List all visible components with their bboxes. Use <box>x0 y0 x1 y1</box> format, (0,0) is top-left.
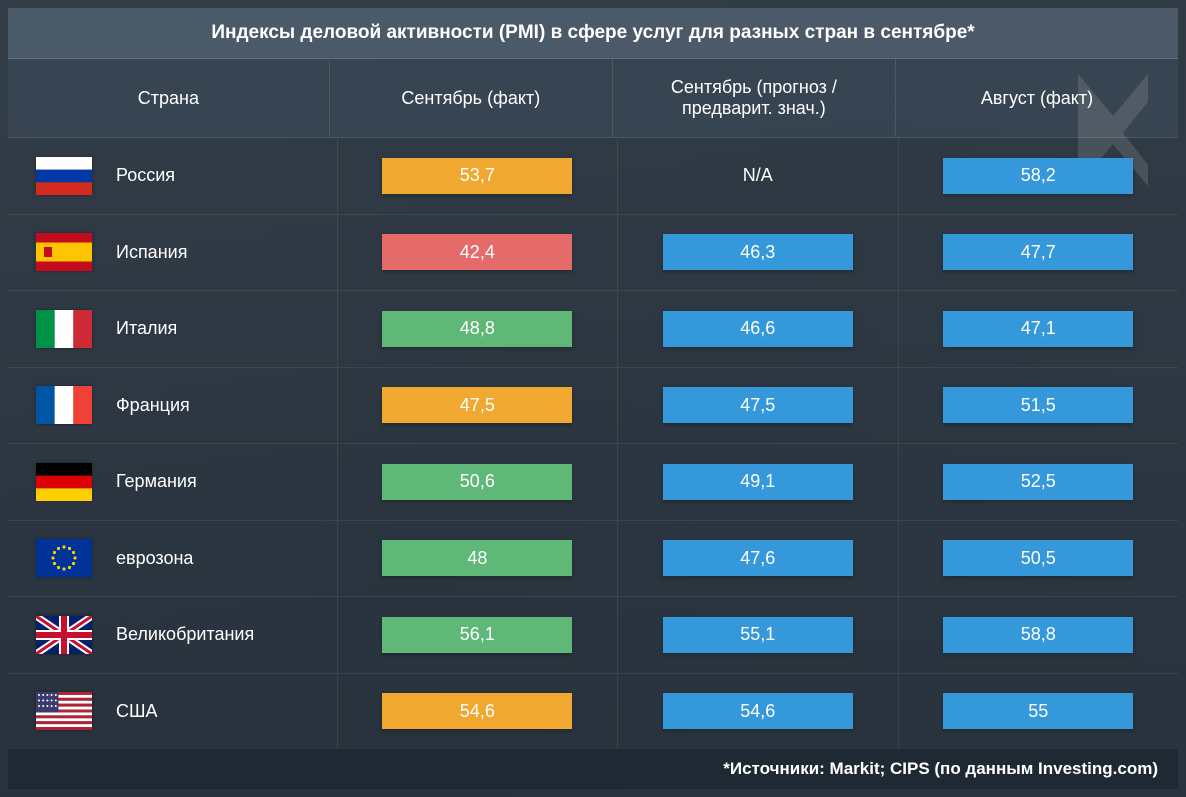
value-pill: 51,5 <box>943 387 1133 423</box>
country-cell: Германия <box>8 444 338 520</box>
flag-icon <box>36 463 92 501</box>
flag-icon <box>36 233 92 271</box>
country-cell: еврозона <box>8 521 338 597</box>
flag-icon <box>36 616 92 654</box>
value-pill: 52,5 <box>943 464 1133 500</box>
value-pill: 48 <box>382 540 572 576</box>
sept-actual-cell: 48,8 <box>338 291 618 367</box>
value-pill: 47,6 <box>663 540 853 576</box>
sept-actual-cell: 42,4 <box>338 215 618 291</box>
table-body: Россия 53,7 N/A 58,2 Испания 42,4 46,3 47,7 Итал… <box>8 138 1178 749</box>
sept-forecast-cell: 46,6 <box>618 291 898 367</box>
col-header-sept-forecast: Сентябрь (прогноз / предварит. знач.) <box>613 59 896 137</box>
country-name: Италия <box>116 318 177 339</box>
sept-forecast-cell: 46,3 <box>618 215 898 291</box>
country-cell: США <box>8 674 338 750</box>
table-row: Франция 47,5 47,5 51,5 <box>8 368 1178 445</box>
country-name: еврозона <box>116 548 193 569</box>
table-row: Германия 50,6 49,1 52,5 <box>8 444 1178 521</box>
aug-actual-cell: 50,5 <box>899 521 1178 597</box>
country-name: Испания <box>116 242 187 263</box>
pmi-table-container: Индексы деловой активности (PMI) в сфере… <box>0 0 1186 797</box>
value-pill: 56,1 <box>382 617 572 653</box>
value-pill: 48,8 <box>382 311 572 347</box>
country-cell: Испания <box>8 215 338 291</box>
sept-forecast-cell: 55,1 <box>618 597 898 673</box>
sept-actual-cell: 53,7 <box>338 138 618 214</box>
table-header-row: Страна Сентябрь (факт) Сентябрь (прогноз… <box>8 59 1178 138</box>
value-pill: 46,3 <box>663 234 853 270</box>
value-pill: 47,5 <box>663 387 853 423</box>
sept-actual-cell: 50,6 <box>338 444 618 520</box>
country-cell: Италия <box>8 291 338 367</box>
aug-actual-cell: 51,5 <box>899 368 1178 444</box>
flag-icon <box>36 539 92 577</box>
country-name: Россия <box>116 165 175 186</box>
country-name: Франция <box>116 395 190 416</box>
sept-forecast-cell: N/A <box>618 138 898 214</box>
aug-actual-cell: 58,2 <box>899 138 1178 214</box>
country-name: Великобритания <box>116 624 254 645</box>
value-pill: 47,5 <box>382 387 572 423</box>
col-header-sept-actual: Сентябрь (факт) <box>330 59 613 137</box>
table-row: Россия 53,7 N/A 58,2 <box>8 138 1178 215</box>
table-row: Испания 42,4 46,3 47,7 <box>8 215 1178 292</box>
sept-actual-cell: 48 <box>338 521 618 597</box>
flag-icon <box>36 310 92 348</box>
sept-forecast-cell: 47,6 <box>618 521 898 597</box>
aug-actual-cell: 47,1 <box>899 291 1178 367</box>
aug-actual-cell: 55 <box>899 674 1178 750</box>
table-row: США 54,6 54,6 55 <box>8 674 1178 750</box>
sept-forecast-cell: 54,6 <box>618 674 898 750</box>
sept-actual-cell: 56,1 <box>338 597 618 673</box>
table-footer-sources: *Источники: Markit; CIPS (по данным Inve… <box>8 749 1178 789</box>
col-header-country: Страна <box>8 59 330 137</box>
country-name: Германия <box>116 471 197 492</box>
country-cell: Россия <box>8 138 338 214</box>
value-pill: 42,4 <box>382 234 572 270</box>
value-pill: 55,1 <box>663 617 853 653</box>
value-pill: 55 <box>943 693 1133 729</box>
sept-actual-cell: 47,5 <box>338 368 618 444</box>
value-pill: 58,2 <box>943 158 1133 194</box>
aug-actual-cell: 47,7 <box>899 215 1178 291</box>
flag-icon <box>36 386 92 424</box>
aug-actual-cell: 52,5 <box>899 444 1178 520</box>
flag-icon <box>36 157 92 195</box>
table-row: еврозона 48 47,6 50,5 <box>8 521 1178 598</box>
country-name: США <box>116 701 158 722</box>
table-row: Великобритания 56,1 55,1 58,8 <box>8 597 1178 674</box>
value-pill: 49,1 <box>663 464 853 500</box>
sept-forecast-cell: 49,1 <box>618 444 898 520</box>
value-pill: 50,6 <box>382 464 572 500</box>
sept-actual-cell: 54,6 <box>338 674 618 750</box>
aug-actual-cell: 58,8 <box>899 597 1178 673</box>
sept-forecast-cell: 47,5 <box>618 368 898 444</box>
country-cell: Великобритания <box>8 597 338 673</box>
value-pill: 46,6 <box>663 311 853 347</box>
table-title: Индексы деловой активности (PMI) в сфере… <box>8 8 1178 59</box>
value-pill: 47,1 <box>943 311 1133 347</box>
value-pill: 47,7 <box>943 234 1133 270</box>
value-pill: 54,6 <box>663 693 853 729</box>
col-header-aug-actual: Август (факт) <box>896 59 1178 137</box>
value-pill: 53,7 <box>382 158 572 194</box>
table-row: Италия 48,8 46,6 47,1 <box>8 291 1178 368</box>
country-cell: Франция <box>8 368 338 444</box>
value-pill: 50,5 <box>943 540 1133 576</box>
value-pill: 54,6 <box>382 693 572 729</box>
flag-icon <box>36 692 92 730</box>
na-value: N/A <box>743 165 773 186</box>
value-pill: 58,8 <box>943 617 1133 653</box>
